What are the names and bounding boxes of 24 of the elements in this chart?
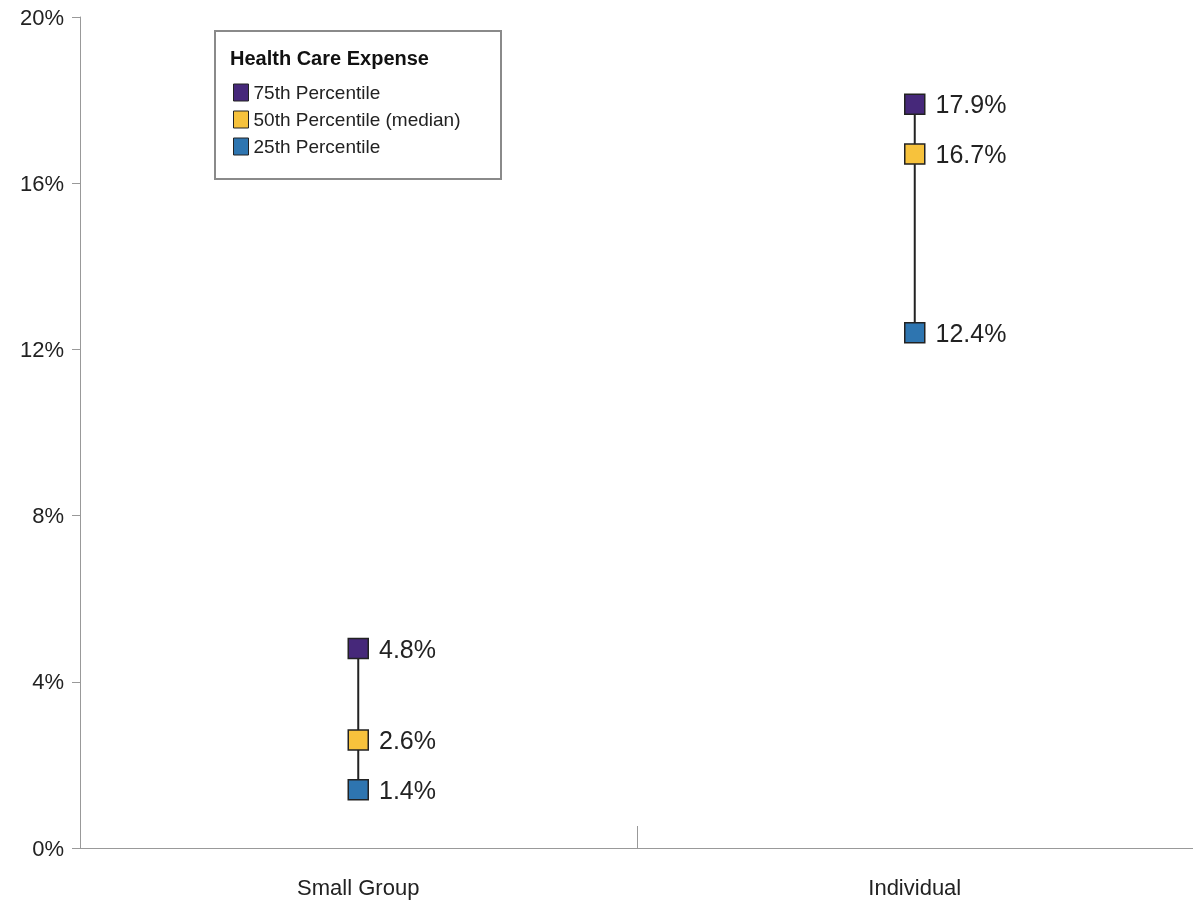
legend-label: 75th Percentile: [253, 82, 381, 103]
point: [904, 93, 926, 115]
x-tick-label: Small Group: [297, 874, 420, 900]
legend-label: 50th Percentile (median): [253, 109, 461, 130]
point: [904, 143, 926, 165]
y-tick-label: 12%: [19, 336, 64, 362]
y-tick-label: 8%: [32, 503, 64, 529]
y-tick-label: 20%: [19, 4, 64, 30]
x-tick-label: Individual: [868, 874, 962, 900]
data-label: 4.8%: [379, 634, 436, 663]
y-tick-label: 16%: [19, 170, 64, 196]
legend-label: 25th Percentile: [253, 136, 381, 157]
point: [347, 729, 369, 751]
data-label: 16.7%: [935, 140, 1007, 169]
data-label: 2.6%: [379, 725, 436, 754]
data-label: 17.9%: [935, 90, 1007, 119]
data-label: 12.4%: [935, 318, 1007, 347]
data-label: 1.4%: [379, 775, 436, 804]
y-tick-label: 0%: [32, 835, 64, 861]
point: [347, 637, 369, 660]
legend-title: Health Care Expense: [230, 47, 429, 69]
point: [904, 322, 926, 344]
point: [347, 779, 369, 801]
y-tick-label: 4%: [32, 669, 64, 695]
